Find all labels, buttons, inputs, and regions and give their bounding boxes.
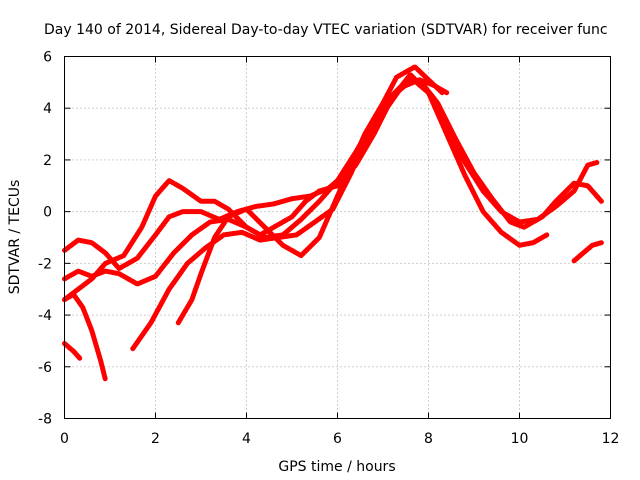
grid-lines [64,56,611,419]
y-tick-label: 0 [43,205,52,221]
series-track-3 [62,72,550,303]
y-tick-label: -6 [38,360,52,376]
y-tick-label: -4 [38,308,52,324]
series-track-8 [571,240,604,264]
series-track-6 [130,77,450,352]
x-tick-label: 6 [333,431,342,447]
data-series [62,64,604,383]
x-tick-label: 2 [151,431,160,447]
chart-title: Day 140 of 2014, Sidereal Day-to-day VTE… [44,22,608,38]
x-tick-label: 0 [60,431,69,447]
y-tick-label: 6 [43,50,52,66]
x-tick-label: 12 [602,431,620,447]
plot-frame [64,56,611,419]
series-track-7 [175,64,445,326]
x-tick-label: 8 [424,431,433,447]
y-tick-label: -8 [38,412,52,428]
x-tick-labels: 0 2 4 6 8 10 12 [60,431,619,447]
x-tick-label: 10 [511,431,529,447]
series-track-5 [62,341,83,362]
y-tick-label: 2 [43,153,52,169]
x-axis-label: GPS time / hours [278,459,395,475]
y-tick-label: -2 [38,256,52,272]
y-tick-labels: -8 -6 -4 -2 0 2 4 6 [38,50,52,428]
y-axis-label: SDTVAR / TECUs [7,180,23,295]
y-tick-label: 4 [43,101,52,117]
x-tick-label: 4 [242,431,251,447]
series-track-4 [62,291,108,383]
